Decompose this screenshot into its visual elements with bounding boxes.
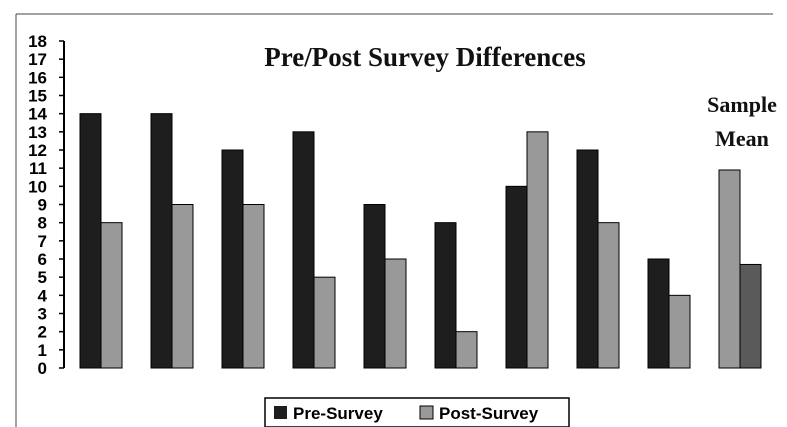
bar-post-survey [313, 276, 336, 369]
y-tick-label: 7 [38, 232, 47, 251]
legend-label-pre-survey: Pre-Survey [293, 404, 383, 423]
legend-swatch-post-survey [419, 405, 434, 420]
bar-pre-survey [150, 113, 173, 369]
y-tick-label: 2 [38, 323, 47, 342]
y-tick-label: 12 [28, 141, 47, 160]
bar-pre-survey [363, 204, 386, 369]
bar-pre-survey [505, 185, 528, 369]
y-tick-label: 1 [38, 341, 47, 360]
legend-label-post-survey: Post-Survey [439, 404, 539, 423]
sample-mean-label-line1: Sample [707, 92, 777, 117]
bar-pre-survey [647, 258, 670, 369]
y-tick-label: 18 [28, 32, 47, 51]
y-tick-label: 3 [38, 305, 47, 324]
y-tick-label: 9 [38, 196, 47, 215]
bar-post-survey [242, 204, 265, 369]
y-tick-label: 5 [38, 268, 47, 287]
y-tick-label: 17 [28, 50, 47, 69]
bar-post-survey [171, 204, 194, 369]
y-tick-label: 11 [29, 159, 47, 178]
y-tick-label: 16 [28, 68, 47, 87]
chart-title: Pre/Post Survey Differences [264, 42, 585, 72]
bar-pre-survey [221, 149, 244, 369]
bar-sample-mean [718, 169, 741, 369]
bar-post-survey [100, 222, 123, 369]
bar-post-survey [526, 131, 549, 369]
y-tick-label: 10 [28, 177, 47, 196]
bar-post-survey [384, 258, 407, 369]
bar-pre-survey [292, 131, 315, 369]
y-tick-label: 8 [38, 214, 47, 233]
legend-swatch-pre-survey [274, 406, 287, 419]
legend: Pre-Survey Post-Survey [264, 397, 570, 427]
bar-post-survey [455, 331, 478, 369]
bar-pre-survey [79, 113, 102, 369]
bar-sample-mean [739, 263, 762, 369]
y-tick-label: 6 [38, 250, 47, 269]
y-tick-label: 13 [28, 123, 47, 142]
legend-box [264, 397, 570, 427]
y-tick-label: 15 [28, 87, 47, 106]
y-tick-label: 14 [28, 105, 47, 124]
bar-pre-survey [576, 149, 599, 369]
bar-post-survey [668, 294, 691, 369]
sample-mean-label-line2: Mean [715, 126, 769, 151]
bar-post-survey [597, 222, 620, 369]
y-tick-label: 0 [38, 359, 47, 378]
bar-pre-survey [434, 222, 457, 369]
y-tick-label: 4 [38, 286, 48, 305]
bars [79, 113, 762, 369]
